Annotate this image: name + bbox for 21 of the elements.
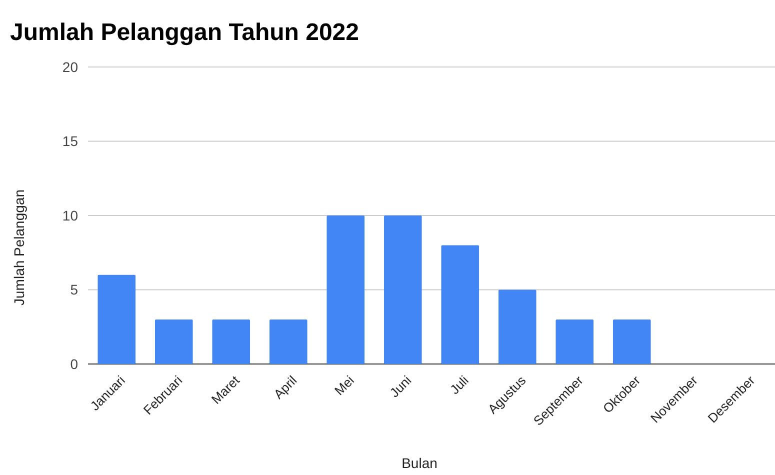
bar (441, 245, 480, 364)
x-axis-title: Bulan (402, 455, 438, 471)
x-tick-label: Juni (386, 372, 414, 400)
y-tick-label: 10 (62, 207, 78, 224)
bar (384, 216, 422, 364)
y-axis-title: Jumlah Pelanggan (11, 190, 27, 306)
y-tick-label: 20 (62, 58, 78, 75)
bar (498, 290, 536, 364)
bar (212, 319, 250, 364)
bar (269, 319, 308, 364)
bar (98, 274, 136, 364)
chart-title: Jumlah Pelanggan Tahun 2022 (10, 19, 359, 46)
bar (556, 319, 594, 364)
x-tick-label: Juli (447, 372, 472, 398)
y-tick-label: 0 (70, 356, 78, 372)
x-tick-label: Mei (332, 372, 358, 398)
y-tick-label: 15 (62, 133, 78, 150)
bar (612, 319, 651, 364)
bar (154, 319, 193, 364)
bar (326, 216, 365, 364)
y-tick-label: 5 (70, 282, 78, 298)
